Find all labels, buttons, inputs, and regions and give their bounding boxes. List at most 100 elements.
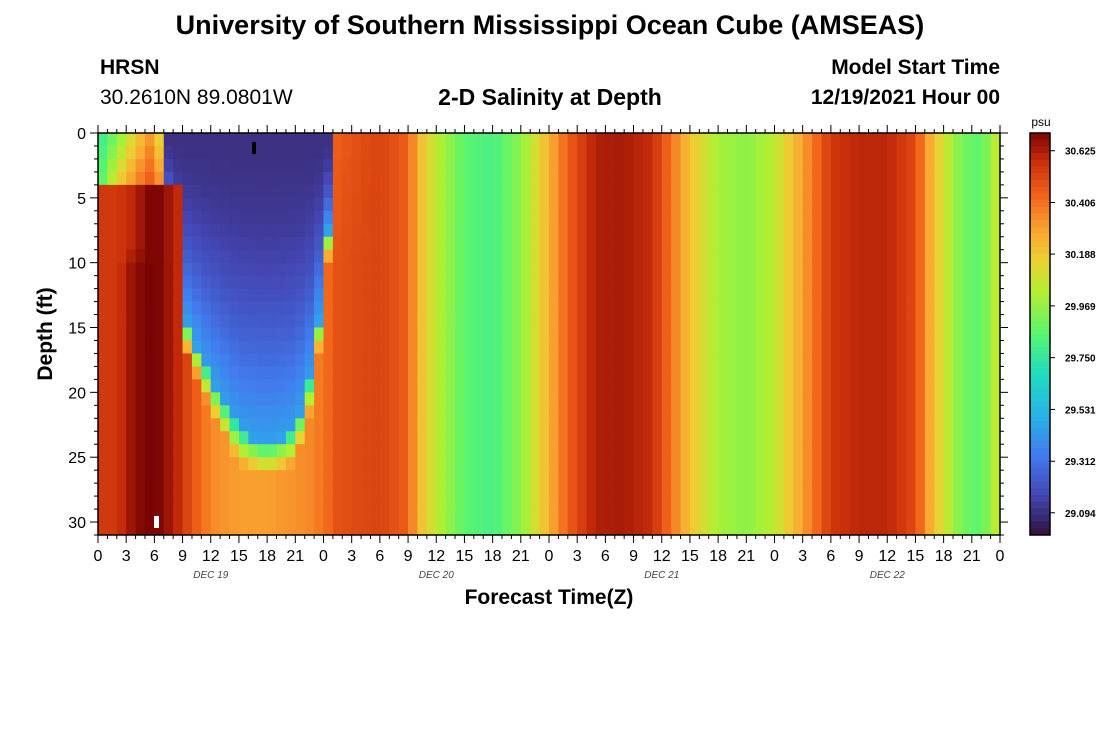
heatmap-cell — [173, 301, 183, 315]
heatmap-cell — [868, 444, 879, 458]
heatmap-cell — [624, 444, 634, 458]
heatmap-cell — [126, 509, 136, 523]
heatmap-cell — [586, 314, 597, 328]
heatmap-cell — [520, 496, 531, 510]
heatmap-cell — [389, 522, 400, 536]
heatmap-cell — [962, 327, 973, 341]
heatmap-cell — [248, 171, 259, 186]
heatmap-cell — [445, 470, 456, 484]
heatmap-cell — [295, 457, 306, 471]
heatmap-cell — [924, 522, 935, 536]
heatmap-cell — [361, 392, 371, 406]
heatmap-cell — [520, 314, 531, 328]
heatmap-cell — [464, 379, 475, 393]
heatmap-cell — [144, 405, 155, 419]
heatmap-cell — [370, 249, 381, 264]
heatmap-cell — [389, 236, 400, 251]
heatmap-cell — [567, 158, 578, 173]
heatmap-cell — [877, 418, 888, 432]
heatmap-cell — [906, 145, 916, 160]
heatmap-cell — [642, 444, 653, 458]
heatmap-cell — [708, 158, 719, 173]
heatmap-cell — [896, 522, 907, 536]
heatmap-cell — [370, 509, 381, 523]
heatmap-cell — [98, 275, 108, 290]
heatmap-cell — [408, 184, 418, 199]
heatmap-cell — [859, 379, 869, 393]
heatmap-cell — [530, 483, 541, 497]
heatmap-cell — [849, 327, 860, 341]
heatmap-cell — [934, 236, 945, 251]
heatmap-cell — [718, 340, 728, 354]
heatmap-cell — [953, 236, 963, 251]
heatmap-cell — [257, 171, 268, 186]
heatmap-cell — [351, 171, 362, 186]
heatmap-cell — [182, 197, 193, 212]
heatmap-cell — [906, 314, 916, 328]
heatmap-cell — [220, 288, 230, 302]
heatmap-cell — [624, 405, 634, 419]
heatmap-cell — [953, 262, 963, 277]
heatmap-cell — [953, 145, 963, 160]
heatmap-cell — [408, 405, 418, 419]
heatmap-cell — [642, 366, 653, 380]
heatmap-cell — [191, 509, 202, 523]
heatmap-cell — [417, 366, 428, 380]
heatmap-cell — [126, 184, 136, 199]
heatmap-cell — [483, 301, 494, 315]
heatmap-cell — [511, 522, 522, 536]
heatmap-cell — [934, 171, 945, 186]
heatmap-cell — [473, 457, 484, 471]
heatmap-cell — [614, 509, 625, 523]
heatmap-cell — [736, 496, 747, 510]
heatmap-cell — [323, 133, 334, 147]
heatmap-cell — [981, 379, 992, 393]
heatmap-cell — [718, 288, 728, 302]
heatmap-cell — [755, 392, 766, 406]
heatmap-cell — [727, 184, 738, 199]
heatmap-cell — [962, 444, 973, 458]
heatmap-cell — [746, 340, 757, 354]
heatmap-cell — [351, 184, 362, 199]
heatmap-cell — [577, 353, 587, 367]
colorbar-segment — [1030, 273, 1050, 281]
surface-marker — [252, 142, 256, 154]
heatmap-cell — [267, 314, 277, 328]
heatmap-cell — [295, 158, 306, 173]
heatmap-cell — [98, 158, 108, 173]
heatmap-cell — [755, 133, 766, 147]
colorbar-segment — [1030, 133, 1050, 141]
heatmap-cell — [98, 210, 108, 225]
heatmap-cell — [783, 353, 794, 367]
heatmap-cell — [783, 210, 794, 225]
heatmap-cell — [201, 145, 212, 160]
heatmap-cell — [323, 275, 334, 290]
heatmap-cell — [746, 262, 757, 277]
heatmap-cell — [436, 314, 447, 328]
heatmap-cell — [135, 158, 146, 173]
heatmap-cell — [530, 379, 541, 393]
heatmap-cell — [577, 275, 587, 290]
heatmap-cell — [492, 223, 503, 238]
heatmap-cell — [595, 340, 606, 354]
heatmap-cell — [342, 314, 353, 328]
heatmap-cell — [276, 470, 287, 484]
station-name: HRSN — [100, 56, 160, 79]
heatmap-cell — [520, 171, 531, 186]
colorbar-segment — [1030, 146, 1050, 154]
heatmap-cell — [699, 509, 710, 523]
heatmap-cell — [774, 223, 785, 238]
heatmap-cell — [708, 145, 719, 160]
colorbar-segment — [1030, 360, 1050, 368]
heatmap-cell — [652, 496, 663, 510]
heatmap-cell — [943, 133, 954, 147]
heatmap-cell — [220, 353, 230, 367]
heatmap-cell — [98, 223, 108, 238]
heatmap-cell — [276, 314, 287, 328]
heatmap-cell — [295, 418, 306, 432]
heatmap-cell — [351, 470, 362, 484]
heatmap-cell — [896, 327, 907, 341]
heatmap-cell — [981, 470, 992, 484]
heatmap-cell — [116, 405, 127, 419]
heatmap-cell — [455, 249, 465, 264]
